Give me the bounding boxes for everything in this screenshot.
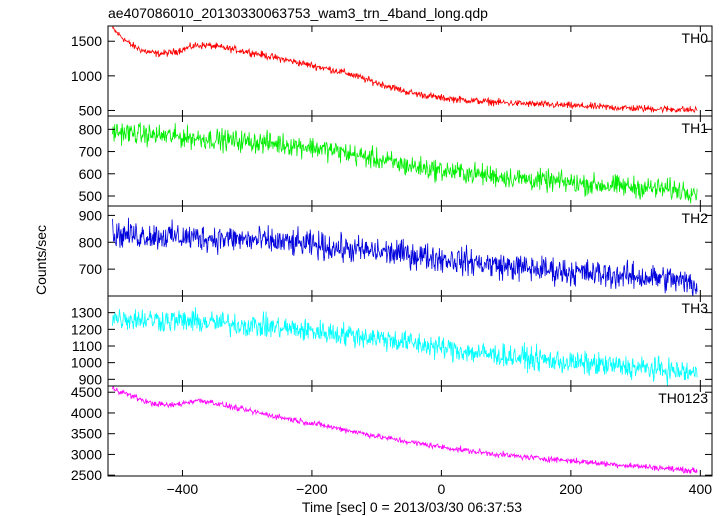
y-tick-label: 800 xyxy=(79,234,103,250)
panel-label-th2: TH2 xyxy=(682,210,709,226)
panel-label-th1: TH1 xyxy=(682,120,709,136)
series-line-th0123 xyxy=(112,386,698,474)
panel-frame xyxy=(107,385,713,477)
chart-title: ae407086010_20130330063753_wam3_trn_4ban… xyxy=(108,5,488,21)
y-tick-label: 600 xyxy=(79,166,103,182)
panel-frame xyxy=(107,205,713,297)
y-tick-label: 500 xyxy=(79,102,103,118)
y-tick-label: 3500 xyxy=(71,426,102,442)
y-tick-label: 1200 xyxy=(71,321,102,337)
panel-label-th0: TH0 xyxy=(682,30,709,46)
panels-group: TH0 500 1000 1500 TH1 500 600 700 800 TH2 700 800 90… xyxy=(71,25,713,497)
y-tick-label: 1100 xyxy=(72,338,102,354)
y-tick-label: 4500 xyxy=(71,384,102,400)
series-line-th2 xyxy=(112,217,698,296)
x-axis-label: Time [sec] 0 = 2013/03/30 06:37:53 xyxy=(302,499,522,515)
x-tick-label: −200 xyxy=(296,481,328,497)
panel-frame xyxy=(107,115,713,207)
panel-frame xyxy=(107,25,713,117)
x-tick-label: 0 xyxy=(437,481,445,497)
panel-label-th0123: TH0123 xyxy=(658,390,708,406)
y-tick-label: 1500 xyxy=(71,33,102,49)
y-axis-label: Counts/sec xyxy=(33,225,49,295)
x-tick-label: −400 xyxy=(167,481,199,497)
y-tick-label: 4000 xyxy=(71,405,102,421)
y-tick-label: 2500 xyxy=(71,467,102,483)
y-tick-label: 500 xyxy=(79,188,103,204)
series-line-th3 xyxy=(112,307,698,386)
series-line-th0 xyxy=(112,26,698,114)
y-tick-label: 700 xyxy=(79,261,103,277)
y-tick-label: 1300 xyxy=(71,305,102,321)
y-tick-label: 3000 xyxy=(71,446,102,462)
y-tick-label: 1000 xyxy=(71,355,102,371)
y-tick-label: 800 xyxy=(79,121,103,137)
y-tick-label: 900 xyxy=(79,371,103,387)
x-tick-label: 200 xyxy=(559,481,583,497)
y-tick-label: 1000 xyxy=(71,68,102,84)
panel-label-th3: TH3 xyxy=(682,300,709,316)
series-line-th1 xyxy=(112,122,698,204)
y-tick-label: 700 xyxy=(79,144,103,160)
x-tick-label: 400 xyxy=(689,481,713,497)
y-tick-label: 900 xyxy=(79,207,103,223)
